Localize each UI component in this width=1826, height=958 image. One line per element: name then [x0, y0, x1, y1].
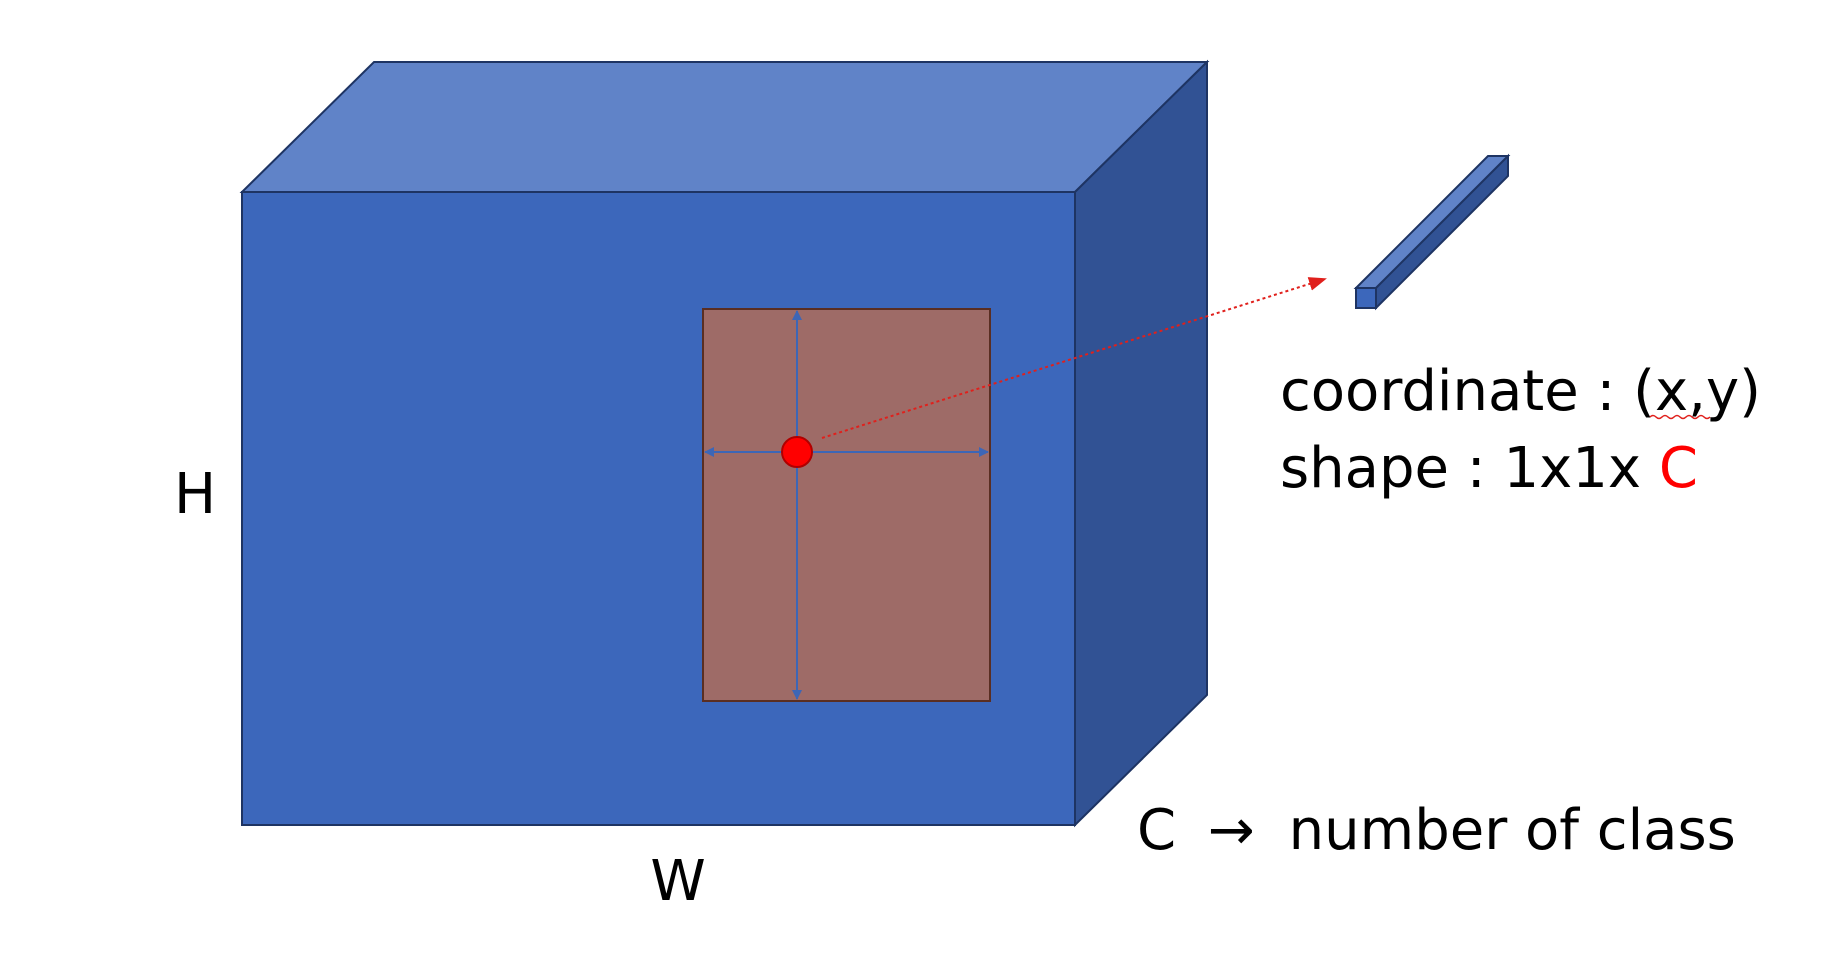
channel-description: number of class — [1289, 798, 1736, 863]
center-point — [781, 436, 813, 468]
height-label: H — [174, 462, 216, 527]
spellcheck-squiggle — [1649, 414, 1711, 420]
region-box — [702, 308, 991, 702]
selected-region — [702, 308, 991, 702]
coordinate-value: (x,y) — [1633, 359, 1761, 424]
vector-bar — [1353, 153, 1511, 311]
cuboid-top-face — [239, 61, 1210, 193]
shape-label: shape : 1x1x — [1280, 436, 1641, 501]
width-label: W — [650, 849, 705, 914]
coordinate-line: coordinate : (x,y) — [1280, 359, 1761, 424]
vector-bar-side — [1375, 153, 1509, 311]
channel-arrow: → — [1208, 798, 1255, 863]
coordinate-label: coordinate : — [1280, 359, 1633, 424]
channel-label: C → number of class — [1137, 798, 1736, 863]
pointer-arrow — [821, 277, 1327, 439]
channel-prefix: C — [1137, 798, 1176, 863]
shape-line: shape : 1x1x C — [1280, 436, 1698, 501]
cuboid-side-face — [1074, 59, 1208, 828]
shape-highlight: C — [1659, 436, 1698, 501]
vector-bar-front — [1355, 287, 1377, 309]
vector-bar-top — [1353, 155, 1511, 289]
